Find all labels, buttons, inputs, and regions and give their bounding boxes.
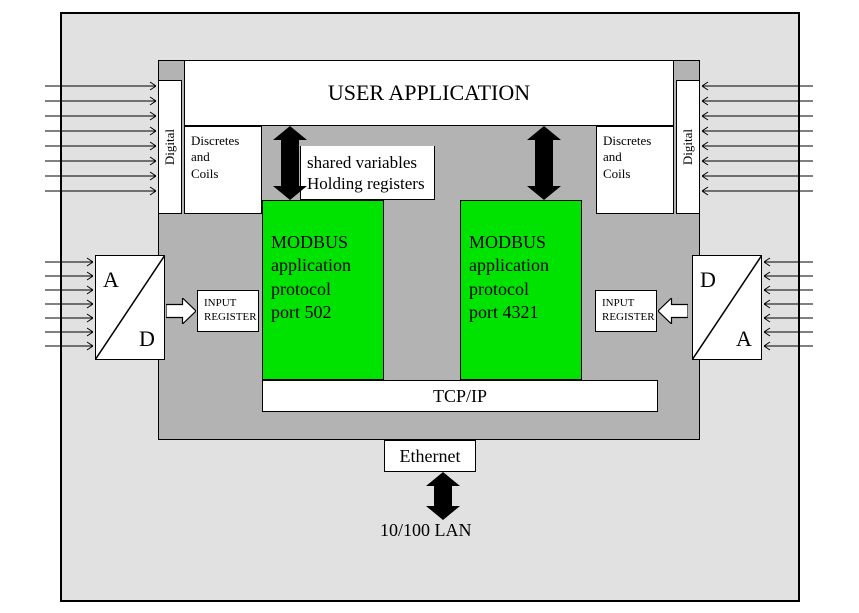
user_app: USER APPLICATION <box>184 60 674 126</box>
ethernet: Ethernet <box>384 440 476 472</box>
digital_l-label: Digital <box>162 129 178 165</box>
tcpip-label: TCP/IP <box>433 385 487 408</box>
ad_l-top: A <box>103 267 119 293</box>
outline-arrow-left <box>658 298 688 324</box>
outline-arrow-right <box>166 298 196 324</box>
user_app-label: USER APPLICATION <box>328 79 530 107</box>
digital_l: Digital <box>158 80 182 214</box>
ad_l-bot: D <box>139 326 155 352</box>
discretes_r: Discretes and Coils <box>596 126 674 214</box>
input_reg_l: INPUT REGISTER <box>197 290 259 332</box>
shared: shared variables Holding registers <box>300 146 435 200</box>
lan-label: 10/100 LAN <box>380 520 472 541</box>
tcpip: TCP/IP <box>262 380 658 412</box>
input_reg_l-label: INPUT REGISTER <box>204 297 257 325</box>
discretes_l-label: Discretes and Coils <box>191 133 239 182</box>
discretes_r-label: Discretes and Coils <box>603 133 651 182</box>
modbus_r: MODBUS application protocol port 4321 <box>460 200 582 380</box>
modbus_l-label: MODBUS application protocol port 502 <box>271 232 351 322</box>
input_reg_r: INPUT REGISTER <box>595 290 657 332</box>
modbus_l: MODBUS application protocol port 502 <box>262 200 384 380</box>
bus-r-top <box>702 81 813 211</box>
discretes_l: Discretes and Coils <box>184 126 262 214</box>
ad_r-top: D <box>700 267 716 293</box>
ad_r-bot: A <box>736 326 752 352</box>
ethernet-label: Ethernet <box>400 445 461 468</box>
input_reg_r-label: INPUT REGISTER <box>602 297 655 325</box>
digital_r-label: Digital <box>680 129 696 165</box>
digital_r: Digital <box>676 80 700 214</box>
bus-r-mid <box>764 257 813 365</box>
shared-label: shared variables Holding registers <box>307 152 425 195</box>
bus-l-top <box>45 81 156 211</box>
bus-l-mid <box>45 257 93 365</box>
fat-arrow-0 <box>273 126 307 200</box>
modbus_r-label: MODBUS application protocol port 4321 <box>469 232 549 322</box>
fat-arrow-2 <box>426 472 460 520</box>
fat-arrow-1 <box>527 126 561 200</box>
